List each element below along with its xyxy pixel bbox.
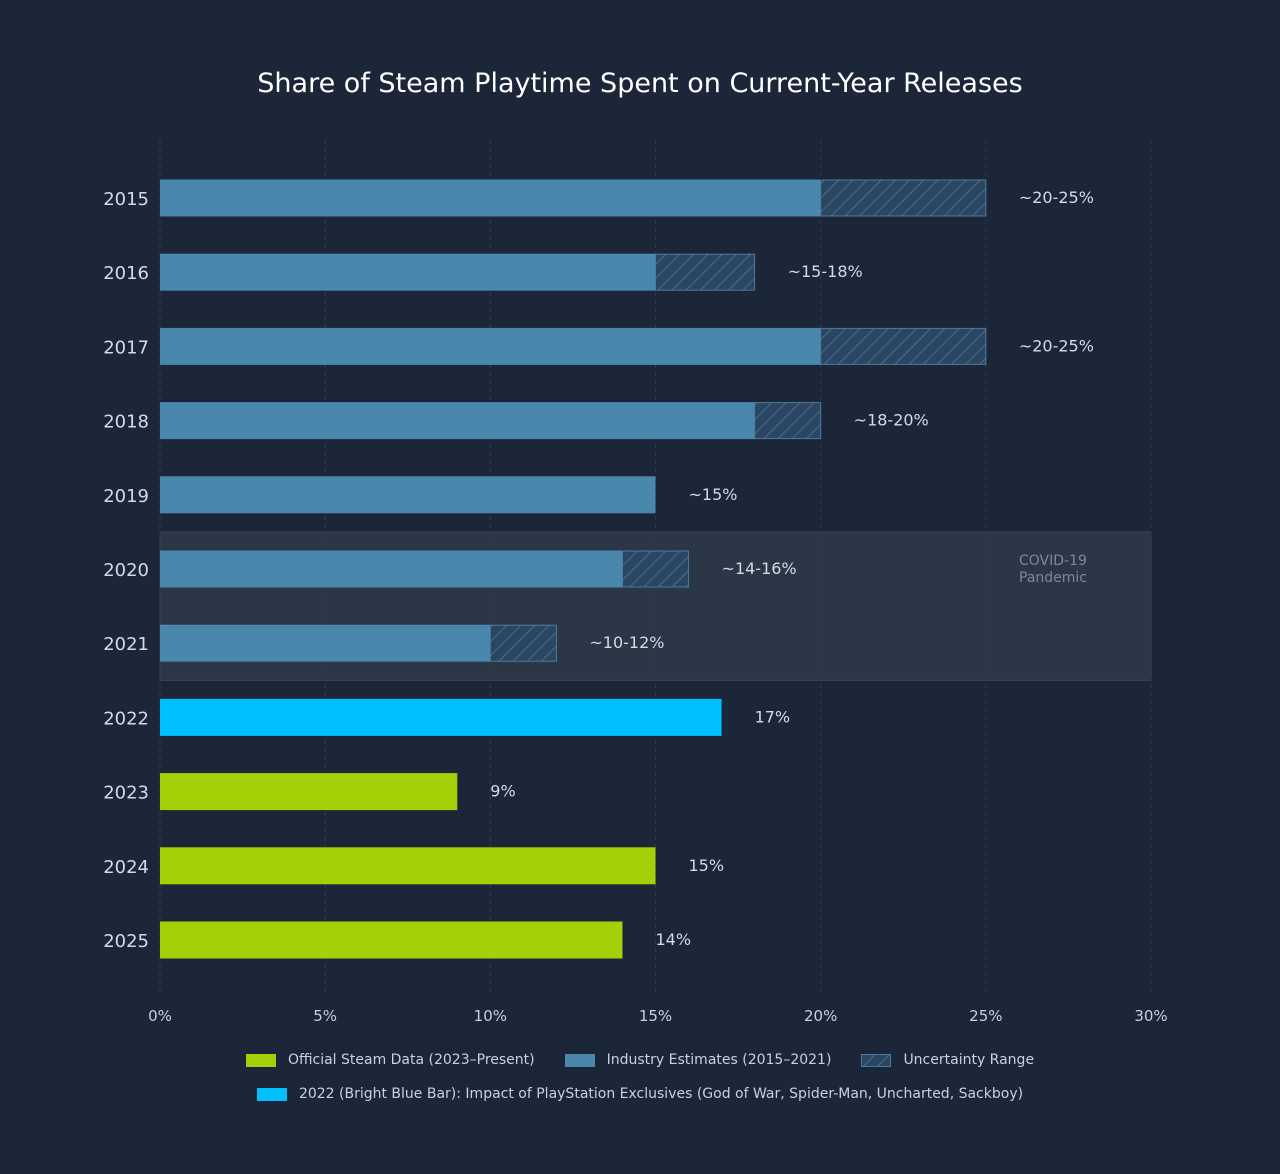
x-tick-label: 0%: [148, 1007, 172, 1025]
bar-chart: COVID-19 Pandemic 0% 5% 10% 15% 20% 25% 30% 2015 ~…: [103, 140, 1168, 1025]
x-tick-label: 30%: [1134, 1007, 1167, 1025]
data-label-2018: ~18-20%: [854, 411, 929, 430]
y-tick-label: 2016: [103, 263, 149, 284]
legend-swatch-2022: [256, 1087, 287, 1101]
x-tick-label: 10%: [474, 1007, 507, 1025]
legend-swatch-estimates: [564, 1053, 595, 1067]
data-label-2024: 15%: [689, 856, 725, 875]
y-tick-label: 2019: [103, 486, 149, 507]
y-tick-label: 2025: [103, 931, 149, 952]
bar-2023: [160, 773, 458, 811]
y-tick-label: 2023: [103, 783, 149, 804]
bar-2024: [160, 847, 656, 885]
legend-label: Official Steam Data (2023–Present): [287, 1052, 535, 1068]
bar-2016: [160, 253, 656, 291]
covid-annotation: COVID-19 Pandemic: [1019, 553, 1087, 586]
y-tick-label: 2022: [103, 708, 149, 729]
data-label-2021: ~10-12%: [589, 633, 664, 652]
bar-2017: [160, 327, 821, 365]
chart-title: Share of Steam Playtime Spent on Current…: [257, 68, 1023, 99]
bar-2015: [160, 179, 821, 217]
y-tick-label: 2018: [103, 412, 149, 433]
data-label-2020: ~14-16%: [722, 559, 797, 578]
legend-label: 2022 (Bright Blue Bar): Impact of PlaySt…: [298, 1086, 1024, 1102]
data-label-2015: ~20-25%: [1019, 188, 1094, 207]
uncertainty-range-2020: [621, 550, 690, 588]
uncertainty-range-2021: [489, 624, 557, 662]
bar-2022: [160, 698, 722, 736]
legend-item-uncertainty: Uncertainty Range: [861, 1052, 1034, 1068]
bar-2019: [160, 476, 656, 514]
data-label-2025: 14%: [655, 930, 691, 949]
x-tick-label: 5%: [313, 1007, 337, 1025]
bar-2020: [160, 550, 623, 588]
data-label-2019: ~15%: [689, 485, 738, 504]
data-label-2017: ~20-25%: [1019, 336, 1094, 355]
data-label-2022: 17%: [755, 707, 791, 726]
data-label-2016: ~15-18%: [788, 262, 863, 281]
data-label-2023: 9%: [490, 782, 515, 801]
uncertainty-range-2016: [655, 253, 756, 291]
y-tick-label: 2017: [103, 337, 149, 358]
x-tick-label: 25%: [969, 1007, 1002, 1025]
y-tick-label: 2021: [103, 634, 149, 655]
x-tick-label: 20%: [804, 1007, 837, 1025]
legend-item-estimates: Industry Estimates (2015–2021): [564, 1052, 832, 1068]
uncertainty-range-2015: [820, 179, 987, 217]
uncertainty-range-2018: [754, 402, 822, 440]
y-tick-label: 2024: [103, 857, 149, 878]
bar-2021: [160, 624, 491, 662]
legend-label: Industry Estimates (2015–2021): [606, 1052, 832, 1068]
y-tick-label: 2015: [103, 189, 149, 210]
x-tick-label: 15%: [639, 1007, 672, 1025]
legend-swatch-official: [245, 1053, 276, 1067]
y-tick-label: 2020: [103, 560, 149, 581]
legend-label: Uncertainty Range: [903, 1052, 1035, 1068]
legend-row-1: Official Steam Data (2023–Present) Indus…: [0, 1052, 1280, 1068]
legend-row-2: 2022 (Bright Blue Bar): Impact of PlaySt…: [0, 1086, 1280, 1102]
bar-2018: [160, 402, 755, 440]
legend-item-2022: 2022 (Bright Blue Bar): Impact of PlaySt…: [256, 1086, 1024, 1102]
legend-item-official: Official Steam Data (2023–Present): [245, 1052, 535, 1068]
bar-2025: [160, 921, 623, 959]
legend-swatch-uncertainty: [861, 1053, 892, 1067]
uncertainty-range-2017: [820, 327, 987, 365]
